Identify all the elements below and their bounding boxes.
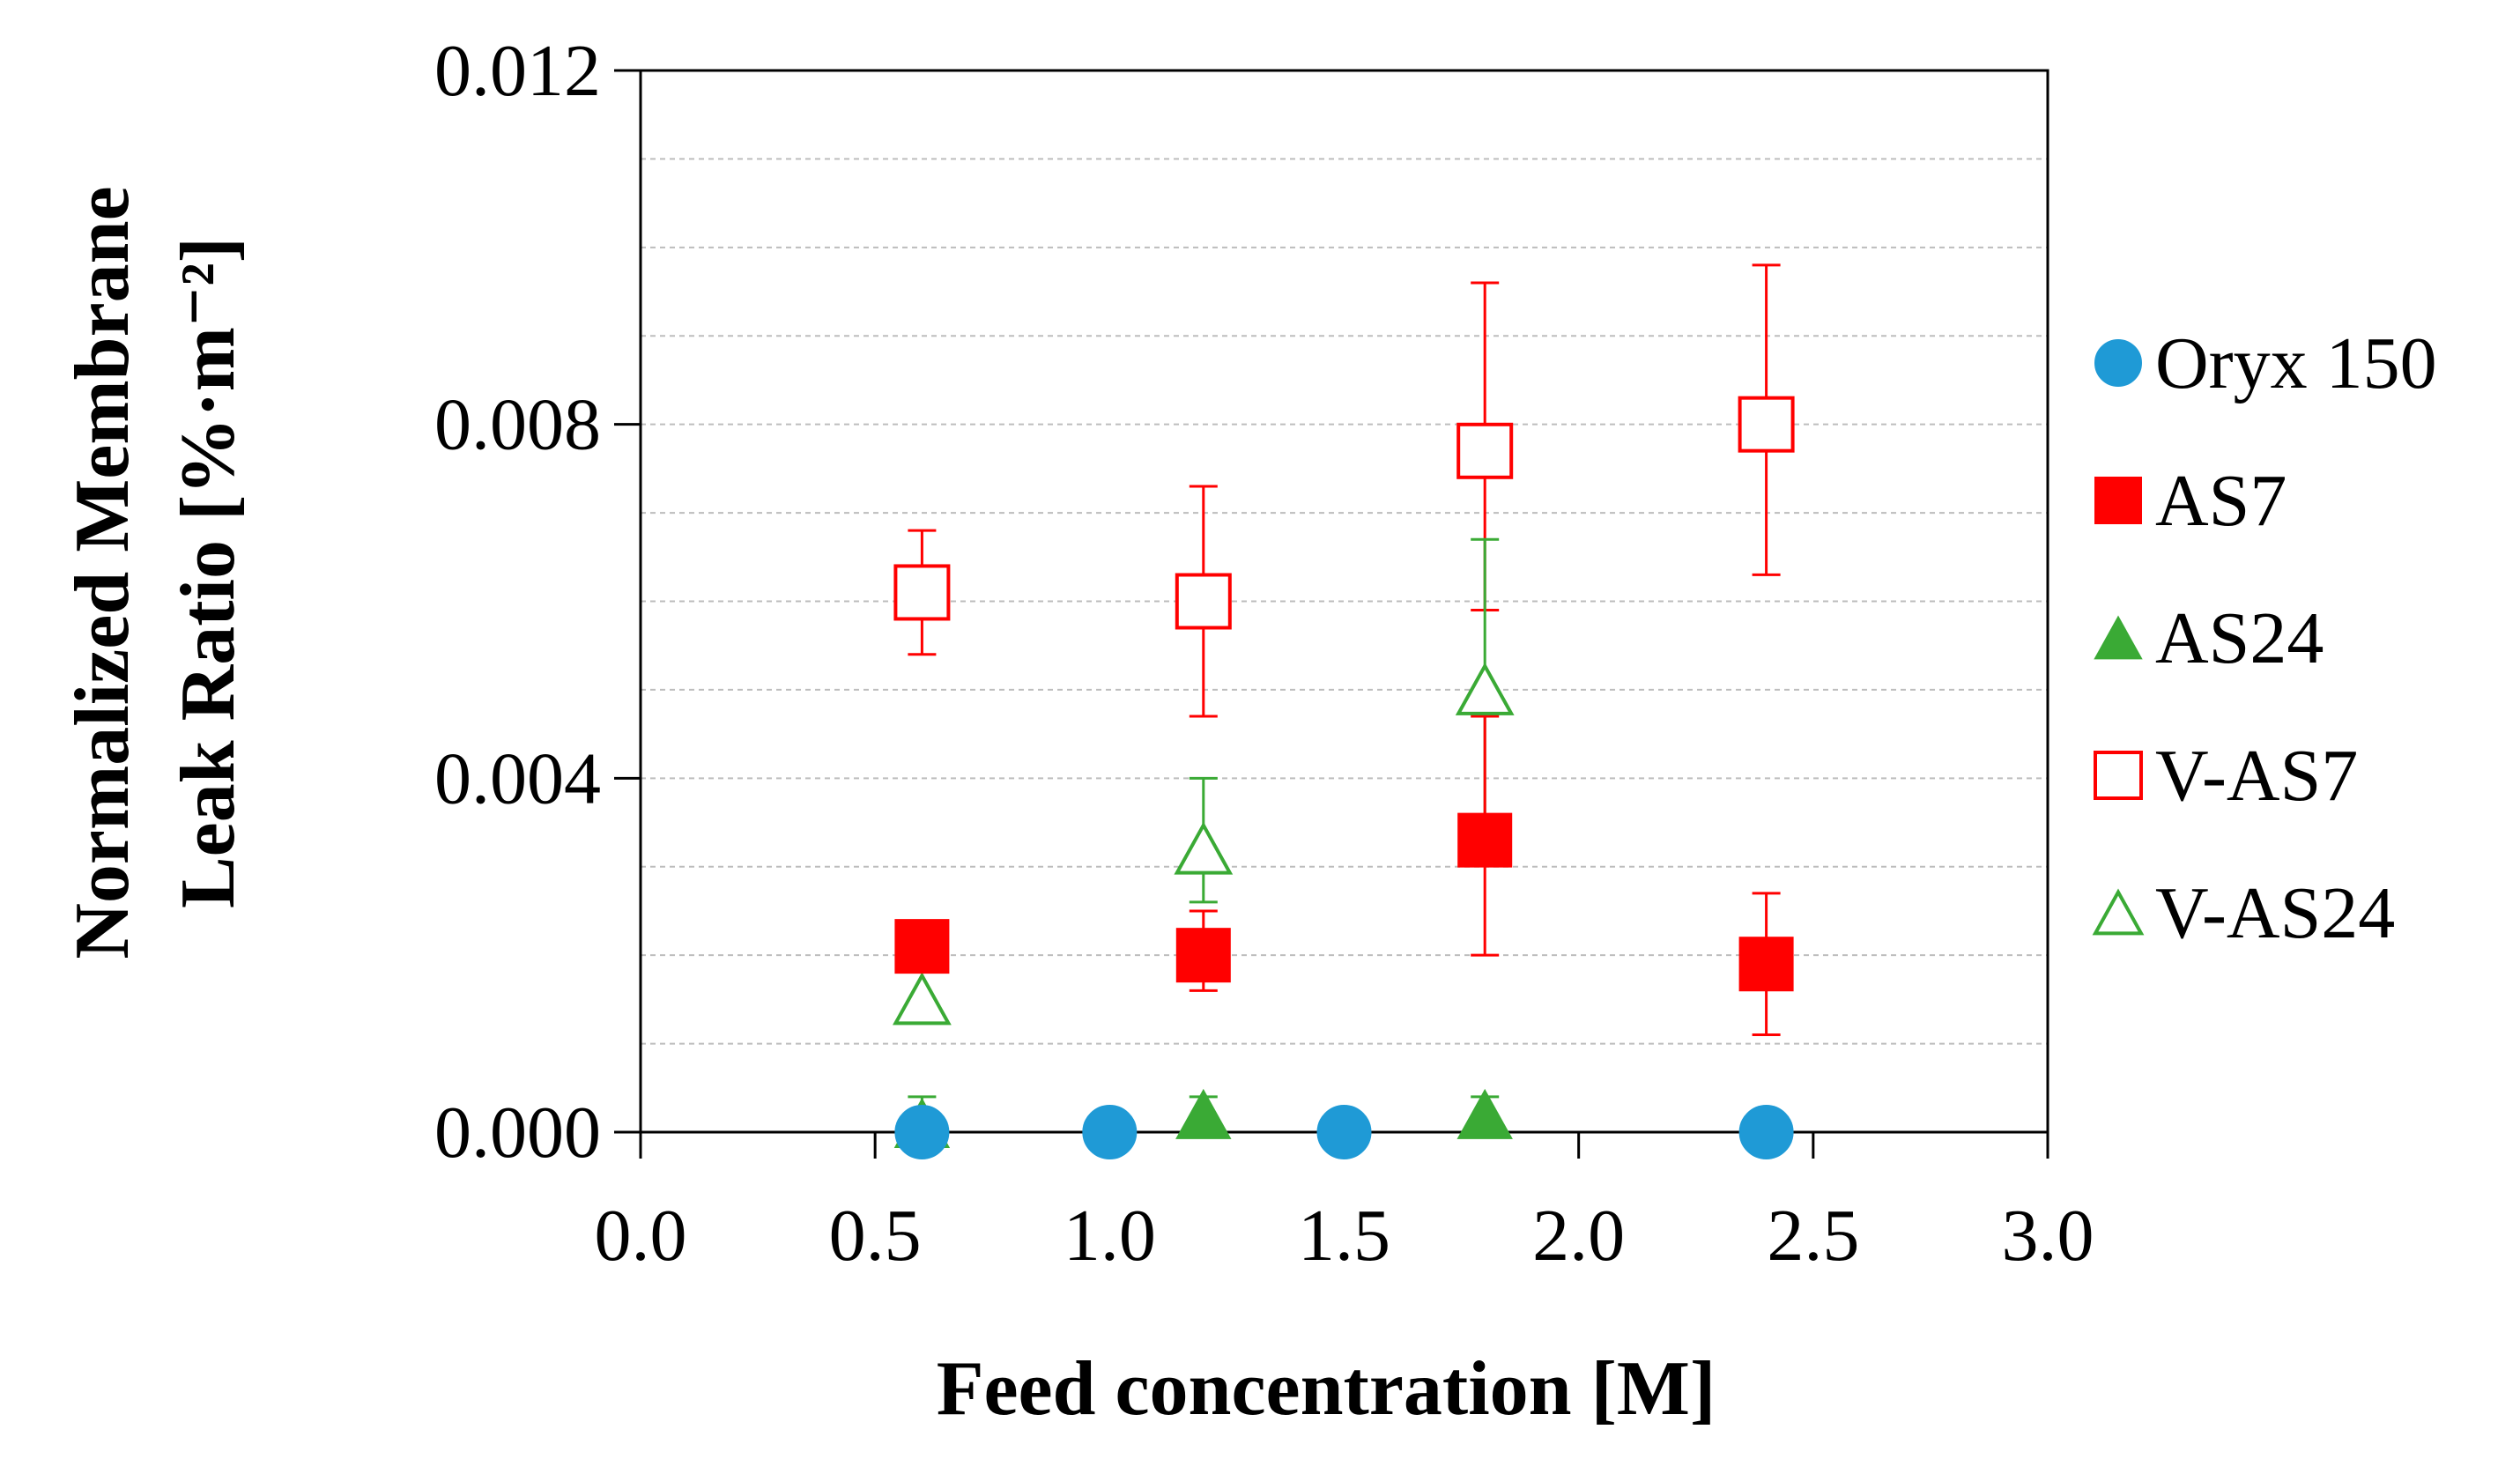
point-oryx-150 [1738,1105,1794,1159]
x-tick-label: 0.0 [595,1195,687,1277]
point-as24 [1456,1088,1513,1139]
point-v-as7 [1175,573,1232,630]
legend-marker-v-as24 [2092,888,2145,936]
legend-label-oryx-150: Oryx 150 [2155,322,2437,404]
legend-marker-oryx-150 [2094,339,2142,387]
x-tick-label: 2.0 [1532,1195,1625,1277]
x-tick-label: 1.5 [1298,1195,1390,1277]
y-axis-title-line-2: Leak Ratio [%·m⁻²] [166,237,251,908]
axes: 0.000 0.004 0.008 0.012 0.0 0.5 1.0 1.5 2.0 2.5 3.… [434,30,2094,1277]
point-v-as24 [893,972,952,1026]
point-oryx-150 [894,1105,950,1159]
legend-label-as24: AS24 [2155,597,2324,679]
legend-label-as7: AS7 [2155,460,2287,542]
legend-label-v-as7: V-AS7 [2155,735,2358,817]
x-tick-label: 1.0 [1064,1195,1156,1277]
y-axis-title-line-1: Normalized Membrane [60,186,145,959]
x-tick-label: 2.5 [1767,1195,1859,1277]
y-tick-label: 0.012 [434,30,601,112]
point-as7 [1457,812,1513,868]
point-v-as7 [893,564,951,621]
x-tick-label: 3.0 [2002,1195,2094,1277]
point-v-as24 [1455,662,1515,715]
y-tick-label: 0.008 [434,384,601,466]
legend-marker-as7 [2094,477,2142,524]
point-as7 [894,919,950,974]
point-v-as24 [1174,821,1234,875]
grid-lines [641,158,2048,1045]
y-tick-label: 0.004 [434,737,601,819]
point-as7 [1175,928,1231,983]
legend-marker-v-as7 [2094,751,2143,800]
point-as24 [1175,1088,1232,1139]
data-markers [893,396,1795,1159]
point-v-as7 [1456,422,1514,479]
point-oryx-150 [1082,1105,1138,1159]
error-bars [908,263,1781,1134]
point-oryx-150 [1316,1105,1372,1159]
y-tick-label: 0.000 [434,1092,601,1174]
legend: Oryx 150 AS7 AS24 V-AS7 V-AS24 [2092,322,2437,954]
x-tick-label: 0.5 [829,1195,922,1277]
point-v-as7 [1738,396,1795,453]
legend-label-v-as24: V-AS24 [2155,872,2395,954]
legend-marker-as24 [2094,615,2143,660]
point-as7 [1738,937,1794,992]
x-axis-title: Feed concentration [M] [937,1346,1716,1432]
